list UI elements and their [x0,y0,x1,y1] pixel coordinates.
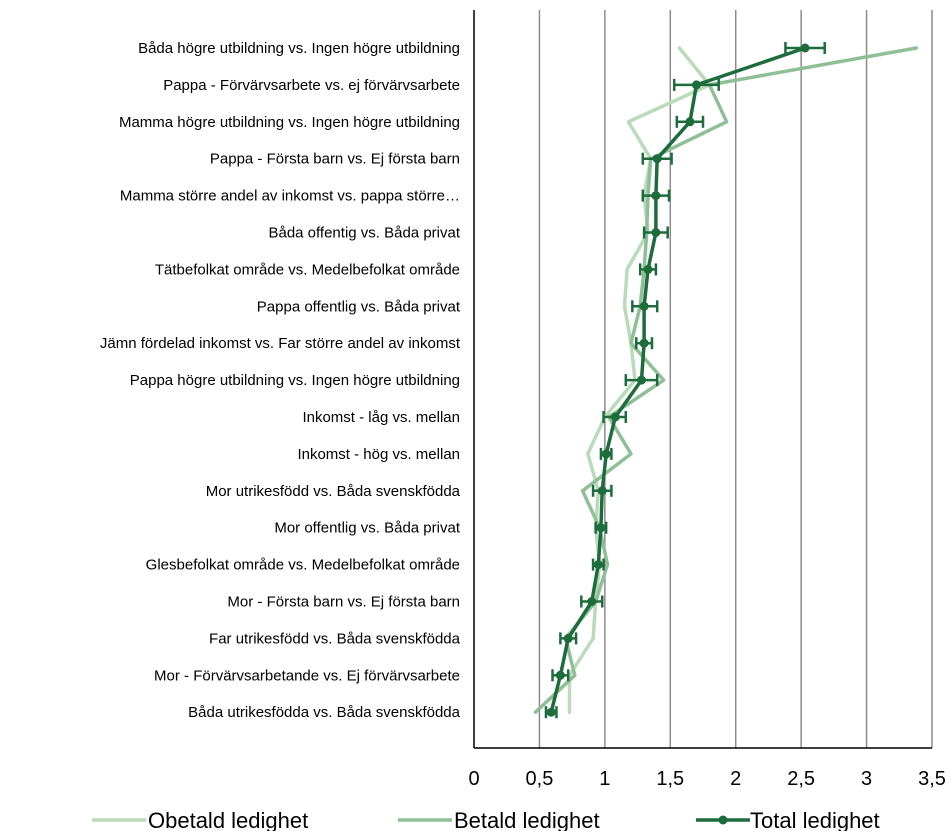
x-tick-label: 3,5 [918,768,946,790]
category-label: Mamma högre utbildning vs. Ingen högre u… [119,114,460,131]
category-label: Pappa högre utbildning vs. Ingen högre u… [130,372,460,389]
data-point [639,338,649,348]
category-label: Inkomst - hög vs. mellan [297,446,460,463]
series-1 [533,46,919,714]
data-point [597,486,607,496]
data-point [563,633,573,643]
data-point [555,670,565,680]
legend-item: Obetald ledighet [92,808,308,831]
data-point [651,191,661,201]
category-label: Båda offentig vs. Båda privat [268,225,460,242]
data-point [596,523,606,533]
x-tick-label: 0,5 [526,768,554,790]
legend-label: Betald ledighet [454,808,600,831]
data-point [800,43,810,53]
series-line [533,46,919,714]
category-label: Båda högre utbildning vs. Ingen högre ut… [138,40,460,57]
x-tick-label: 2 [730,768,741,790]
data-point [651,228,661,237]
data-point [643,264,653,274]
data-point [636,375,646,385]
legend-item: Total ledighet [696,808,880,831]
data-point [546,707,556,717]
category-label: Mor - Förvärvsarbetande vs. Ej förvärvsa… [154,667,460,684]
data-point [587,597,597,606]
data-point [652,154,662,164]
x-tick-label: 1,5 [656,768,684,790]
gridlines [538,10,933,748]
category-label: Inkomst - låg vs. mellan [302,409,460,426]
x-tick-label: 1 [599,768,610,790]
category-label: Pappa - Första barn vs. Ej första barn [210,151,460,168]
category-label: Mor - Första barn vs. Ej första barn [227,594,460,611]
category-label: Mor offentlig vs. Båda privat [274,520,460,537]
category-label: Jämn fördelad inkomst vs. Far större and… [100,335,461,352]
category-label: Pappa - Förvärvsarbete vs. ej förvärvsar… [163,77,460,94]
series-2 [544,42,826,719]
category-label: Tätbefolkat område vs. Medelbefolkat omr… [155,261,460,278]
series-line [549,46,807,714]
x-axis [473,10,932,749]
category-label: Mamma större andel av inkomst vs. pappa … [120,188,460,205]
category-labels: Båda högre utbildning vs. Ingen högre ut… [100,40,461,721]
legend-label: Obetald ledighet [148,808,308,831]
data-point [691,80,701,90]
legend-label: Total ledighet [750,808,880,831]
x-tick-label: 3 [861,768,872,790]
legend: Obetald ledighet Betald ledighet Total led… [92,808,880,831]
x-tick-labels: 0 0,5 1 1,5 2 2,5 3 3,5 [468,768,945,790]
category-label: Glesbefolkat område vs. Medelbefolkat om… [146,557,460,574]
data-point [593,560,603,570]
data-point [601,449,611,459]
x-tick-label: 2,5 [787,768,815,790]
category-label: Båda utrikesfödda vs. Båda svenskfödda [188,704,460,721]
legend-item: Betald ledighet [398,808,600,831]
x-tick-label: 0 [468,768,479,790]
legend-marker [718,815,728,825]
series-layer [533,42,919,719]
category-label: Far utrikesfödd vs. Båda svenskfödda [209,630,461,647]
data-point [685,117,695,127]
category-label: Pappa offentlig vs. Båda privat [257,298,461,315]
category-label: Mor utrikesfödd vs. Båda svenskfödda [206,483,461,500]
data-point [639,301,649,311]
data-point [610,412,620,422]
